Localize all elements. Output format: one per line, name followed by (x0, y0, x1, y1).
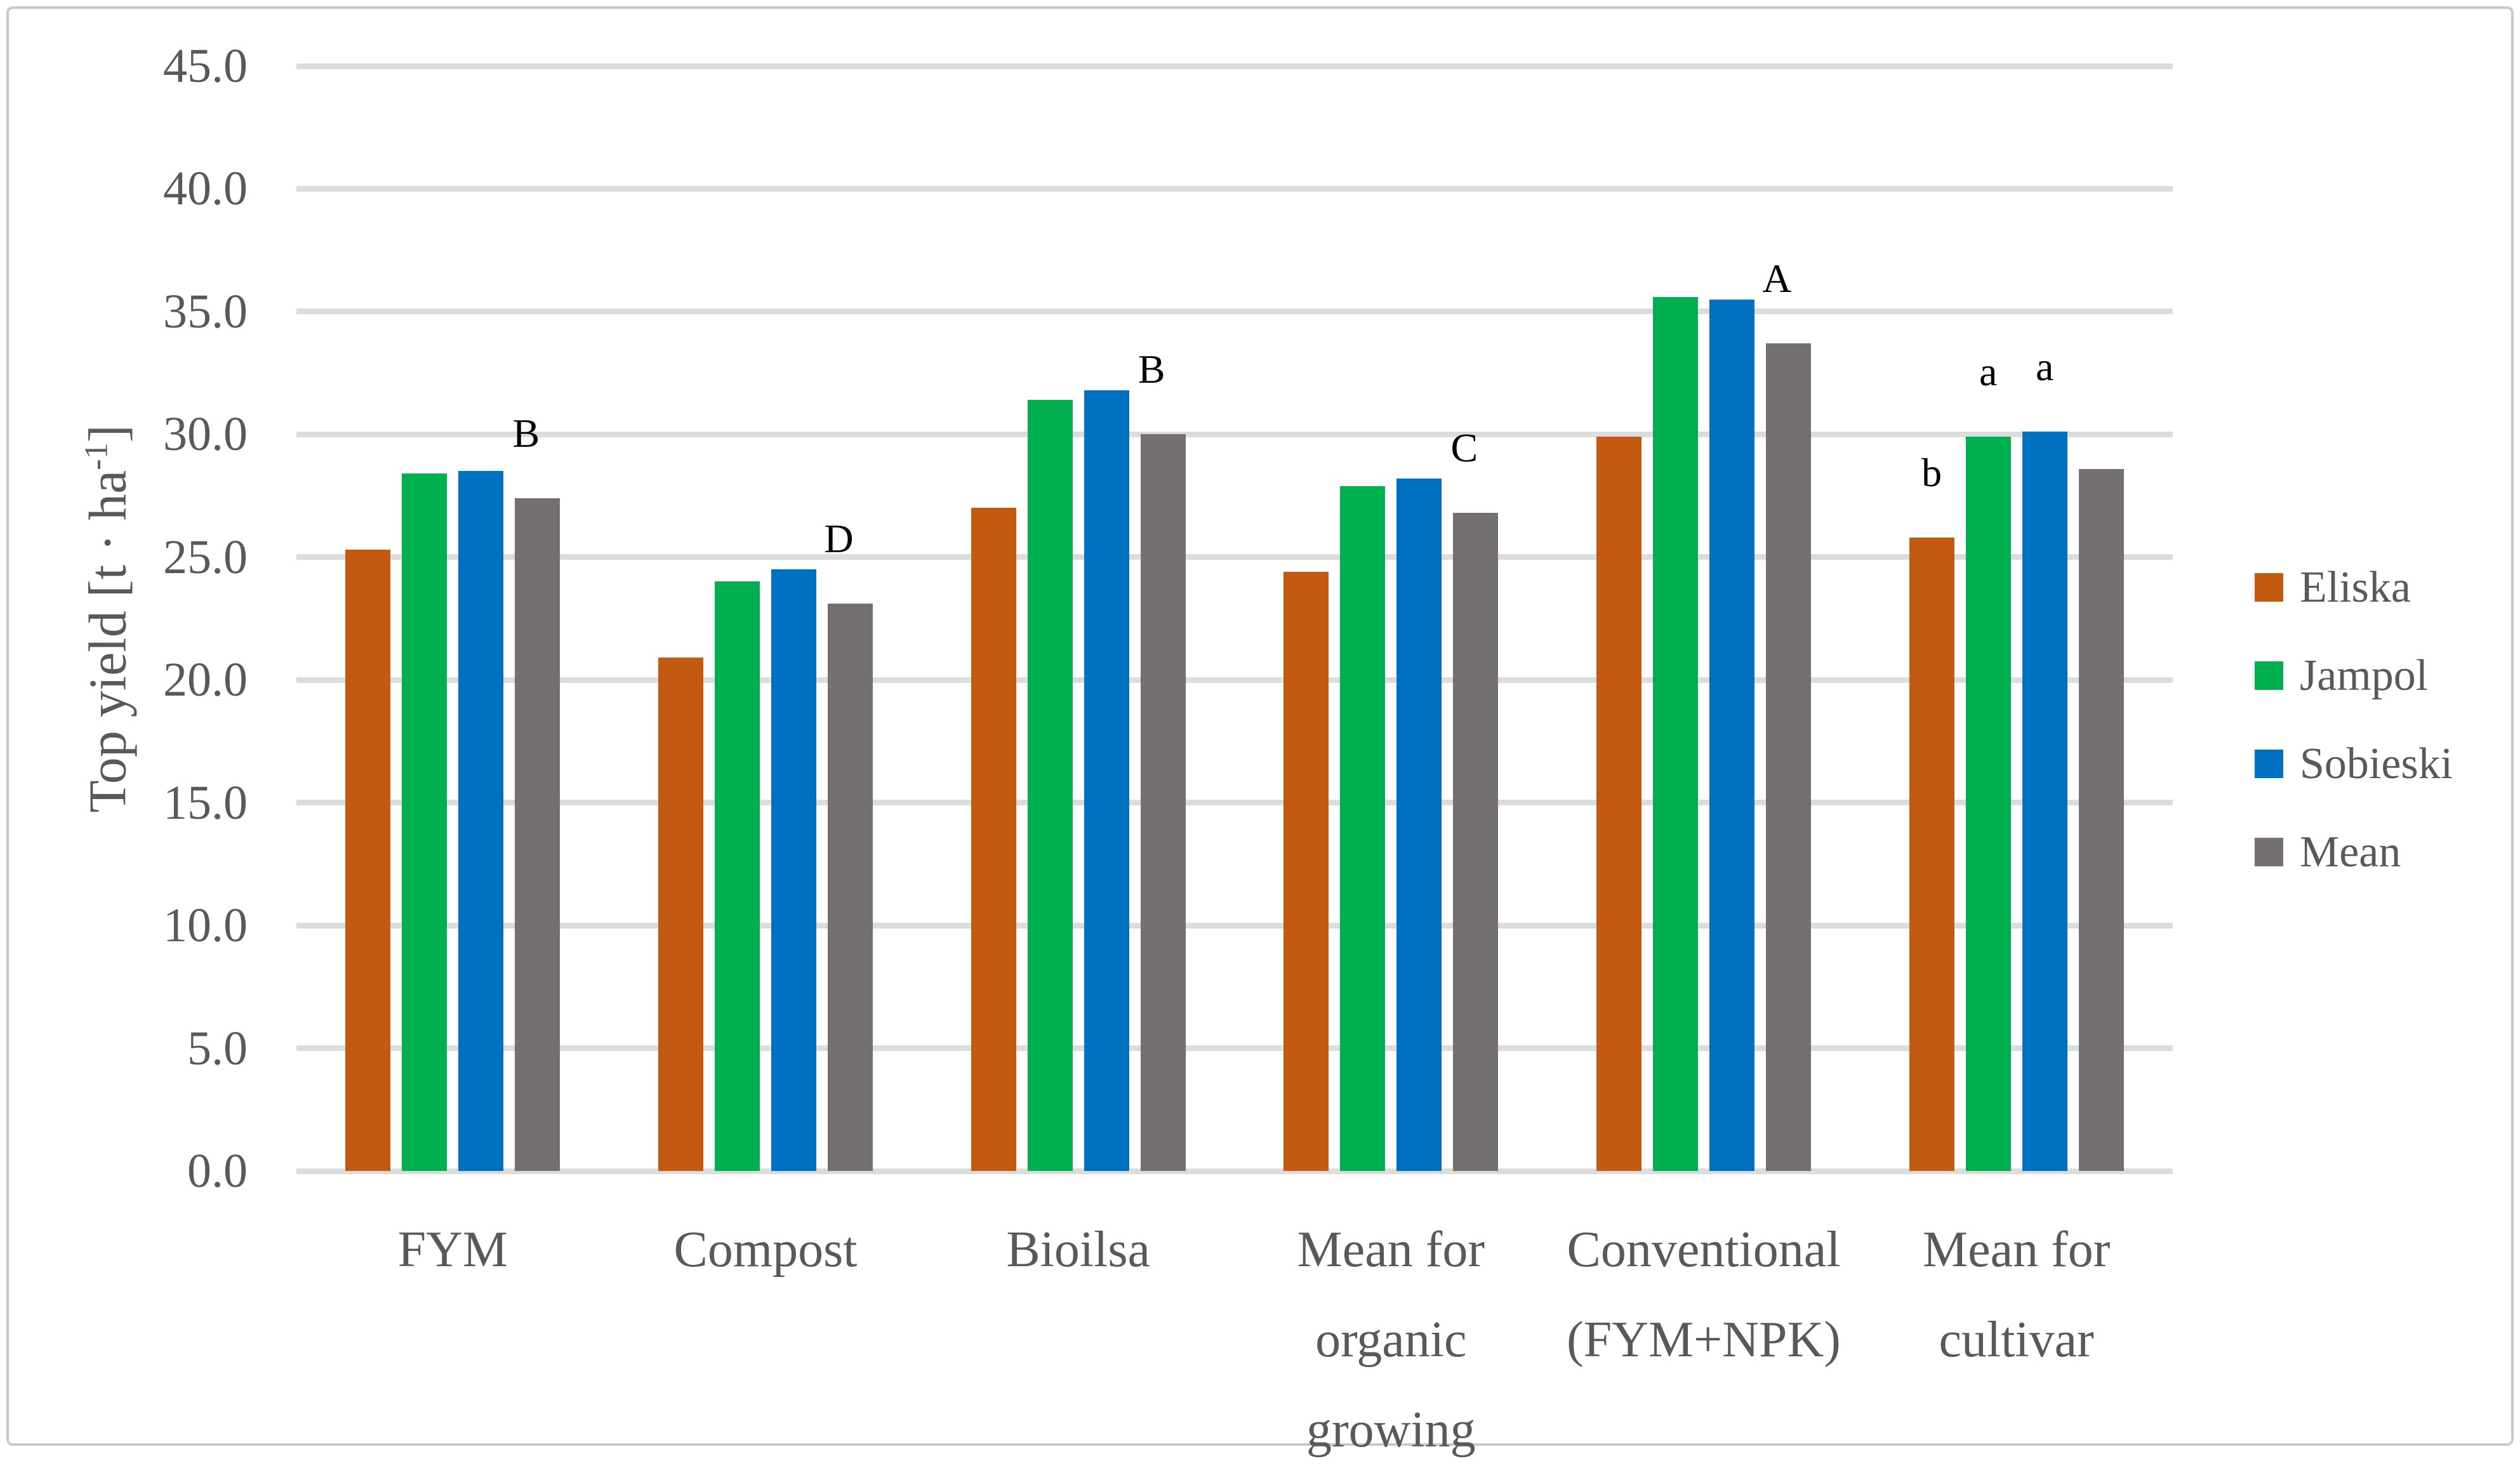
category-label-line: Compost (673, 1222, 858, 1278)
bar-mean-for-organic-growing-eliska (1283, 572, 1329, 1171)
gridline-y-25 (296, 554, 2173, 560)
plot-area (296, 63, 2173, 1174)
annotation-letter-C-mean-for-organic-growing: C (1450, 425, 1478, 471)
category-label-line: organic (1315, 1312, 1467, 1368)
bar-group-mean-for-organic-growing (1283, 66, 1499, 1171)
category-label-line: Mean for (1922, 1222, 2111, 1278)
bar-conventional-fym-npk-mean (1766, 343, 1811, 1171)
bar-conventional-fym-npk-eliska (1596, 437, 1641, 1171)
category-label-mean-for-cultivar: Mean for cultivar (1820, 1205, 2213, 1385)
category-label-conventional-fym-npk: Conventional (FYM+NPK) (1507, 1205, 1900, 1385)
bar-mean-for-organic-growing-mean (1453, 513, 1499, 1171)
legend-label: Sobieski (2300, 739, 2453, 788)
bar-group-bioilsa (971, 66, 1186, 1171)
gridline-y-10 (296, 922, 2173, 929)
legend-swatch-icon (2255, 750, 2283, 778)
legend-item-jampol: Jampol (2255, 651, 2453, 700)
y-tick-label-30.0: 30.0 (163, 407, 248, 461)
gridline-y-40 (296, 185, 2173, 192)
y-tick-label-10.0: 10.0 (163, 899, 248, 953)
y-axis-title: Top yield [t · ha-1] (77, 425, 139, 812)
y-tick-label-40.0: 40.0 (163, 162, 248, 216)
bar-mean-for-organic-growing-sobieski (1396, 478, 1442, 1171)
category-label-mean-for-organic-growing: Mean for organic growing (1194, 1205, 1588, 1475)
annotation-letter-A-conventional-fym-npk: A (1762, 256, 1792, 301)
bar-fym-eliska (345, 550, 391, 1171)
bar-compost-mean (828, 604, 873, 1171)
bar-bioilsa-mean (1140, 434, 1186, 1171)
category-label-line: Bioilsa (1006, 1222, 1150, 1278)
category-label-fym: FYM (256, 1205, 649, 1295)
legend-swatch-icon (2255, 661, 2283, 690)
bar-fym-mean (515, 498, 560, 1171)
category-label-line: cultivar (1939, 1312, 2094, 1368)
y-tick-label-0.0: 0.0 (187, 1144, 248, 1198)
annotation-letter-B-fym: B (512, 410, 540, 456)
y-tick-label-45.0: 45.0 (163, 39, 248, 93)
category-label-line: Mean for (1297, 1222, 1485, 1278)
bar-fym-sobieski (458, 471, 504, 1171)
bar-compost-eliska (658, 658, 703, 1171)
gridline-y-30 (296, 431, 2173, 437)
bar-compost-jampol (715, 581, 760, 1171)
gridline-y-0 (296, 1168, 2173, 1174)
annotation-letter-B-bioilsa: B (1137, 347, 1165, 392)
category-label-line: FYM (397, 1222, 508, 1278)
legend-item-eliska: Eliska (2255, 563, 2453, 612)
y-tick-label-20.0: 20.0 (163, 653, 248, 707)
bar-conventional-fym-npk-sobieski (1709, 299, 1754, 1171)
annotation-letter-b-mean-for-cultivar: b (1921, 449, 1942, 495)
gridline-y-35 (296, 308, 2173, 315)
bar-mean-for-cultivar-jampol (1965, 437, 2011, 1171)
gridline-y-20 (296, 677, 2173, 683)
category-label-compost: Compost (569, 1205, 962, 1295)
bar-mean-for-cultivar-sobieski (2022, 432, 2067, 1171)
legend-item-mean: Mean (2255, 828, 2453, 876)
bar-fym-jampol (402, 473, 448, 1171)
bar-group-conventional-fym-npk (1596, 66, 1811, 1171)
legend-label: Mean (2300, 828, 2401, 876)
bar-conventional-fym-npk-jampol (1653, 296, 1698, 1171)
gridline-y-45 (296, 63, 2173, 69)
annotation-letter-a-mean-for-cultivar: a (2035, 344, 2054, 390)
legend-item-sobieski: Sobieski (2255, 739, 2453, 788)
legend-swatch-icon (2255, 838, 2283, 866)
bar-group-compost (658, 66, 873, 1171)
category-label-bioilsa: Bioilsa (882, 1205, 1275, 1295)
bar-mean-for-cultivar-eliska (1909, 537, 1954, 1171)
bar-bioilsa-sobieski (1084, 390, 1129, 1171)
gridline-y-5 (296, 1045, 2173, 1052)
category-label-line: (FYM+NPK) (1567, 1312, 1841, 1368)
legend-label: Jampol (2300, 651, 2429, 700)
y-tick-label-25.0: 25.0 (163, 530, 248, 584)
category-label-line: Conventional (1567, 1222, 1841, 1278)
gridline-y-15 (296, 800, 2173, 806)
category-label-line: growing (1306, 1402, 1476, 1458)
bar-mean-for-organic-growing-jampol (1340, 486, 1386, 1171)
annotation-letter-a-mean-for-cultivar: a (1979, 349, 1998, 395)
legend: Eliska Jampol Sobieski Mean (2255, 563, 2453, 876)
bar-bioilsa-eliska (971, 508, 1016, 1171)
y-tick-label-5.0: 5.0 (187, 1021, 248, 1075)
bar-group-mean-for-cultivar (1909, 66, 2124, 1171)
y-axis-title-base: Top yield [t · ha (78, 470, 138, 813)
legend-swatch-icon (2255, 573, 2283, 602)
bar-group-fym (345, 66, 560, 1171)
bar-bioilsa-jampol (1027, 400, 1073, 1171)
legend-label: Eliska (2300, 563, 2411, 612)
bar-compost-sobieski (771, 569, 816, 1171)
y-tick-label-15.0: 15.0 (163, 776, 248, 830)
y-tick-label-35.0: 35.0 (163, 284, 248, 338)
bar-mean-for-cultivar-mean (2078, 468, 2124, 1171)
annotation-letter-D-compost: D (824, 516, 854, 562)
